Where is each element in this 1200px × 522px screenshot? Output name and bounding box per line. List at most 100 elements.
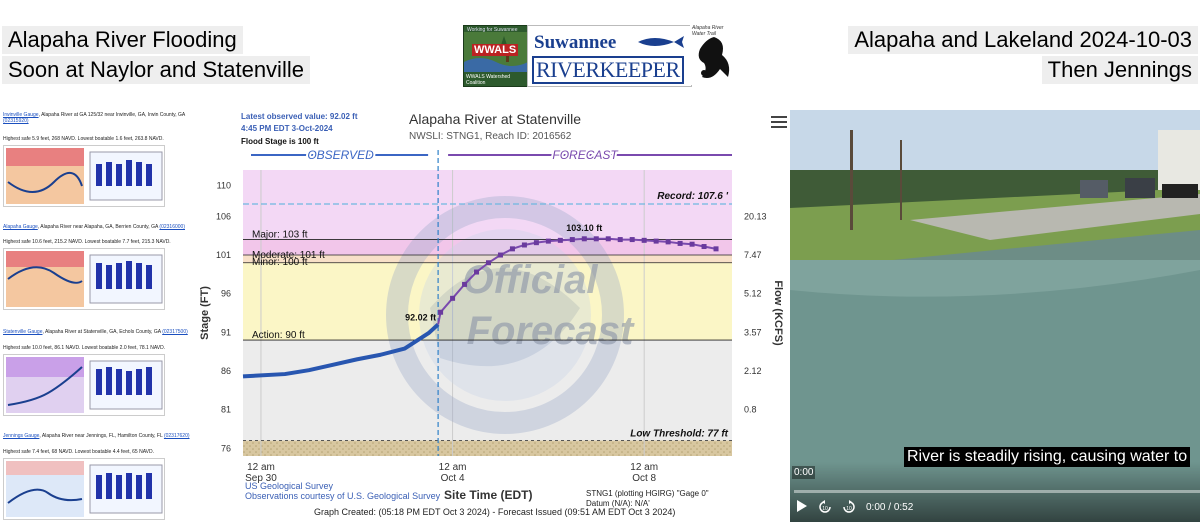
- video-time-separator: /: [888, 502, 892, 513]
- forecast-point: [533, 240, 539, 246]
- y2-tick-label: 3.57: [744, 327, 762, 337]
- forecast-point: [509, 246, 515, 252]
- fish-icon: [638, 36, 684, 48]
- flood-stage-note: Flood Stage is 100 ft: [241, 137, 319, 146]
- gauge-title: , Alapaha River near Alapaha, GA, Berrie…: [37, 224, 159, 230]
- gauge-code[interactable]: (02316000): [159, 224, 185, 230]
- video-progress-bar[interactable]: [794, 490, 1200, 493]
- record-label: Record: 107.6 ': [657, 191, 728, 202]
- title-right-line1: Alapaha and Lakeland 2024-10-03: [848, 26, 1198, 54]
- wwals-logo-bottom-text: WWALS Watershed Coalition: [466, 74, 511, 86]
- y-tick-label: 81: [221, 405, 231, 415]
- x-axis-title: Site Time (EDT): [444, 488, 533, 502]
- chart-menu-icon[interactable]: [771, 116, 787, 130]
- major-band: [243, 239, 732, 256]
- gauge-chart-thumbnail[interactable]: [3, 248, 165, 310]
- forward-10-icon[interactable]: 10: [842, 500, 856, 514]
- title-left-line1: Alapaha River Flooding: [2, 26, 243, 54]
- chart-title: Alapaha River at Statenville: [409, 111, 581, 127]
- riverkeeper-logo-name: Suwannee: [534, 32, 617, 53]
- x-tick-label: 12 am: [439, 462, 467, 473]
- gauge-title: , Alapaha River at Statenville, GA, Echo…: [42, 329, 161, 335]
- video-controls-gradient: [790, 462, 1200, 522]
- datum-line1: STNG1 (plotting HGIRG) "Gage 0": [586, 489, 709, 498]
- video-current-time-value: 0:00: [866, 502, 886, 513]
- gauge-heading: Jennings Gauge, Alapaha River near Jenni…: [3, 433, 190, 439]
- credit-observations[interactable]: Observations courtesy of U.S. Geological…: [245, 491, 441, 501]
- gauge-stats: Highest safe 10.6 feet, 215.2 NAVD. Lowe…: [3, 239, 171, 245]
- x-tick-label: 12 am: [247, 462, 275, 473]
- forecast-point: [641, 237, 647, 243]
- gauge-link[interactable]: Alapaha Gauge: [3, 224, 38, 230]
- current-value-label: 92.02 ft: [405, 312, 436, 322]
- y-tick-label: 96: [221, 289, 231, 299]
- y-tick-label: 106: [216, 211, 231, 221]
- alapaha-logo-text: Alapaha River Water Trail: [692, 25, 724, 37]
- action-label: Action: 90 ft: [252, 330, 305, 341]
- y2-tick-label: 20.13: [744, 211, 767, 221]
- y2-tick-label: 5.12: [744, 289, 762, 299]
- forecast-point: [581, 236, 587, 242]
- credit-usgs[interactable]: US Geological Survey: [245, 481, 334, 491]
- gauge-title: , Alapaha River near Jennings, FL, Hamil…: [39, 433, 163, 439]
- video-duration: 0:52: [893, 502, 914, 513]
- gauge-code[interactable]: (02317620): [163, 433, 190, 439]
- major-label: Major: 103 ft: [252, 230, 308, 241]
- x-tick-sublabel: Oct 4: [441, 473, 465, 484]
- gauge-stats: Highest safe 7.4 feet, 68 NAVD. Lowest b…: [3, 449, 155, 455]
- graph-created-footer: Graph Created: (05:18 PM EDT Oct 3 2024)…: [314, 507, 676, 517]
- y2-tick-label: 0.8: [744, 405, 757, 415]
- y-tick-label: 86: [221, 366, 231, 376]
- gauge-link[interactable]: Irwinville Gauge: [3, 112, 39, 118]
- y2-axis-title: Flow (KCFS): [772, 280, 784, 346]
- y-tick-label: 110: [217, 180, 231, 190]
- forecast-point: [521, 242, 527, 248]
- minor-label: Minor: 100 ft: [252, 257, 308, 268]
- low-band: [243, 440, 732, 456]
- y2-tick-label: 2.12: [744, 366, 762, 376]
- gauge-code[interactable]: (02317500): [162, 329, 188, 335]
- x-tick-sublabel: Sep 30: [245, 473, 277, 484]
- forecast-point: [617, 237, 623, 243]
- gauge-heading: Alapaha Gauge, Alapaha River near Alapah…: [3, 224, 185, 230]
- gauge-chart-thumbnail[interactable]: [3, 354, 165, 416]
- peak-label: 103.10 ft: [566, 223, 602, 233]
- chart-subtitle: NWSLI: STNG1, Reach ID: 2016562: [409, 131, 572, 142]
- forecast-point: [665, 239, 671, 245]
- low-threshold-label: Low Threshold: 77 ft: [630, 429, 728, 440]
- watermark-forecast: Forecast: [467, 309, 635, 353]
- rewind-10-icon[interactable]: 10: [818, 500, 832, 514]
- play-icon[interactable]: [796, 500, 808, 512]
- svg-text:10: 10: [846, 506, 852, 512]
- y-axis-title: Stage (FT): [200, 286, 211, 340]
- forecast-point: [701, 244, 707, 250]
- record-band: [243, 170, 732, 240]
- hydrograph-chart: Official Forecast 110 106 101 96 91 86 81 76 20.…: [200, 146, 784, 484]
- forecast-point: [713, 246, 719, 252]
- forecast-point: [438, 309, 444, 315]
- forecast-label: FORECAST: [552, 148, 619, 162]
- minor-band: [243, 262, 732, 341]
- gauge-link[interactable]: Statenville Gauge: [3, 329, 43, 335]
- gauge-list: Irwinville Gauge, Alapaha River at GA 12…: [0, 108, 200, 522]
- forecast-point: [462, 281, 468, 287]
- gauge-code[interactable]: (02315920): [3, 118, 29, 124]
- riverkeeper-logo: Suwannee RIVERKEEPER: [527, 25, 692, 87]
- gauge-heading: Irwinville Gauge, Alapaha River at GA 12…: [3, 112, 185, 124]
- forecast-point: [677, 240, 683, 246]
- y-tick-label: 101: [216, 250, 231, 260]
- forecast-point: [557, 237, 563, 243]
- forecast-point: [497, 252, 503, 258]
- forecast-point: [485, 260, 491, 266]
- forecast-point: [689, 241, 695, 247]
- gauge-chart-thumbnail[interactable]: [3, 458, 165, 520]
- gauge-stats: Highest safe 10.0 feet, 86.1 NAVD. Lowes…: [3, 345, 166, 351]
- forecast-point: [629, 237, 635, 243]
- forecast-point: [569, 237, 575, 243]
- gauge-title: , Alapaha River at GA 125/32 near Irwinv…: [38, 112, 186, 118]
- gauge-stats: Highest safe 5.9 feet, 268 NAVD. Lowest …: [3, 136, 164, 142]
- gauge-chart-thumbnail[interactable]: [3, 145, 165, 207]
- observed-series-line: [242, 322, 440, 379]
- title-right-line2: Then Jennings: [1041, 56, 1198, 84]
- gauge-link[interactable]: Jennings Gauge: [3, 433, 40, 439]
